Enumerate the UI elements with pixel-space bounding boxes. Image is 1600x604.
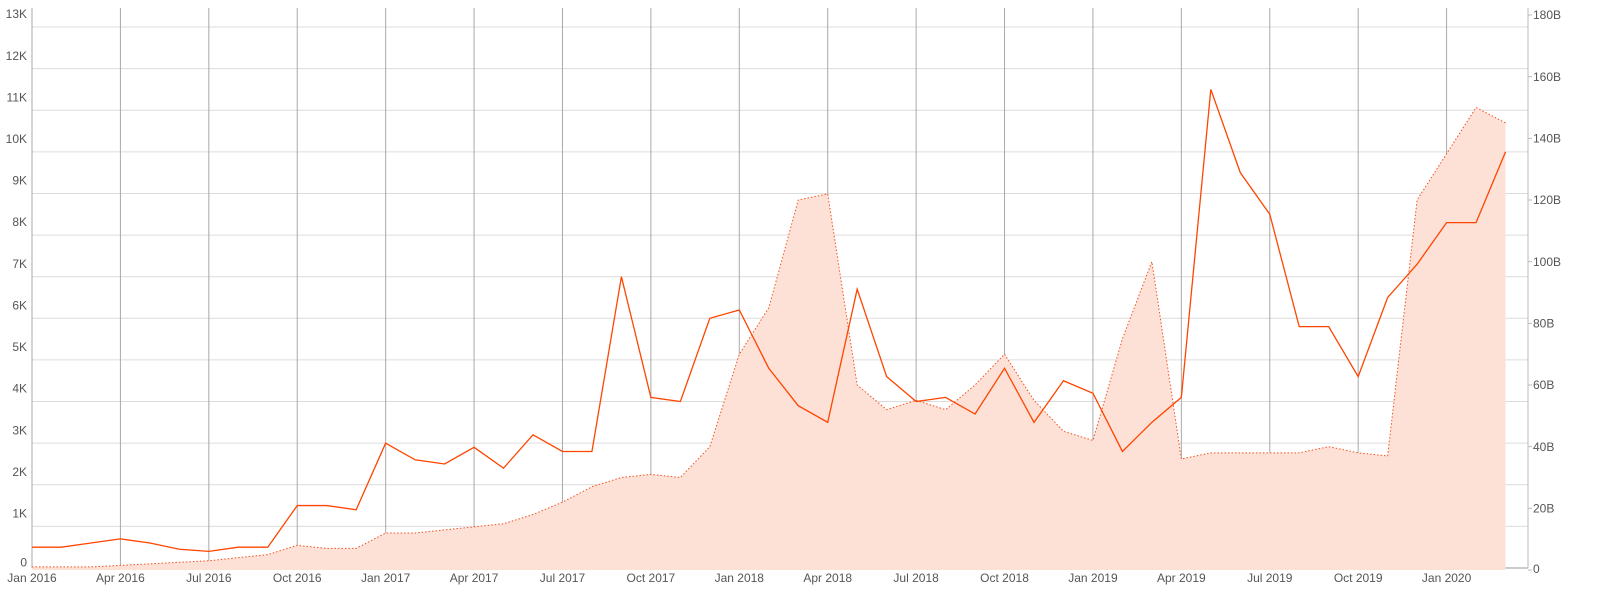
y2-tick-label: 20B (1533, 502, 1554, 516)
y-tick-label: 0 (20, 555, 27, 569)
x-tick-label: Jan 2016 (7, 571, 57, 585)
x-tick-label: Jul 2019 (1247, 571, 1293, 585)
y2-tick-label: 80B (1533, 317, 1554, 331)
y-tick-label: 7K (12, 257, 27, 271)
line (32, 89, 1507, 553)
y-tick-label: 3K (12, 423, 27, 437)
y-tick-label: 11K (7, 90, 27, 104)
x-tick-label: Apr 2017 (450, 571, 499, 585)
y2-tick-label: 100B (1533, 255, 1561, 269)
x-tick-label: Jul 2016 (186, 571, 232, 585)
y-tick-label: 9K (12, 174, 27, 188)
y-tick-label: 4K (12, 382, 27, 396)
x-tick-label: Oct 2018 (980, 571, 1029, 585)
y2-tick-label: 180B (1533, 8, 1561, 22)
y-tick-label: 12K (6, 49, 27, 63)
x-tick-label: Oct 2017 (627, 571, 676, 585)
x-tick-label: Oct 2019 (1334, 571, 1383, 585)
x-tick-label: Jan 2018 (715, 571, 765, 585)
x-tick-label: Apr 2016 (96, 571, 145, 585)
y-tick-label: 5K (12, 340, 27, 354)
y2-tick-label: 60B (1533, 378, 1554, 392)
y-tick-label: 6K (12, 298, 27, 312)
x-tick-label: Apr 2019 (1157, 571, 1206, 585)
y-tick-label: 8K (12, 215, 27, 229)
x-tick-label: Jul 2017 (540, 571, 586, 585)
x-tick-label: Jul 2018 (893, 571, 939, 585)
y-tick-label: 13K (6, 7, 27, 21)
x-tick-label: Jan 2017 (361, 571, 411, 585)
y2-tick-label: 120B (1533, 193, 1561, 207)
y-tick-label: 2K (12, 465, 27, 479)
y2-tick-label: 160B (1533, 70, 1561, 84)
y2-tick-label: 0 (1533, 562, 1540, 576)
x-tick-label: Jan 2019 (1068, 571, 1118, 585)
x-tick-label: Apr 2018 (803, 571, 852, 585)
x-tick-label: Oct 2016 (273, 571, 322, 585)
y2-tick-label: 40B (1533, 440, 1554, 454)
y2-tick-label: 140B (1533, 132, 1561, 146)
area-edge (32, 106, 1506, 568)
y-tick-label: 1K (12, 507, 27, 521)
x-tick-label: Jan 2020 (1422, 571, 1472, 585)
area (32, 107, 1506, 570)
y-tick-label: 10K (6, 132, 27, 146)
